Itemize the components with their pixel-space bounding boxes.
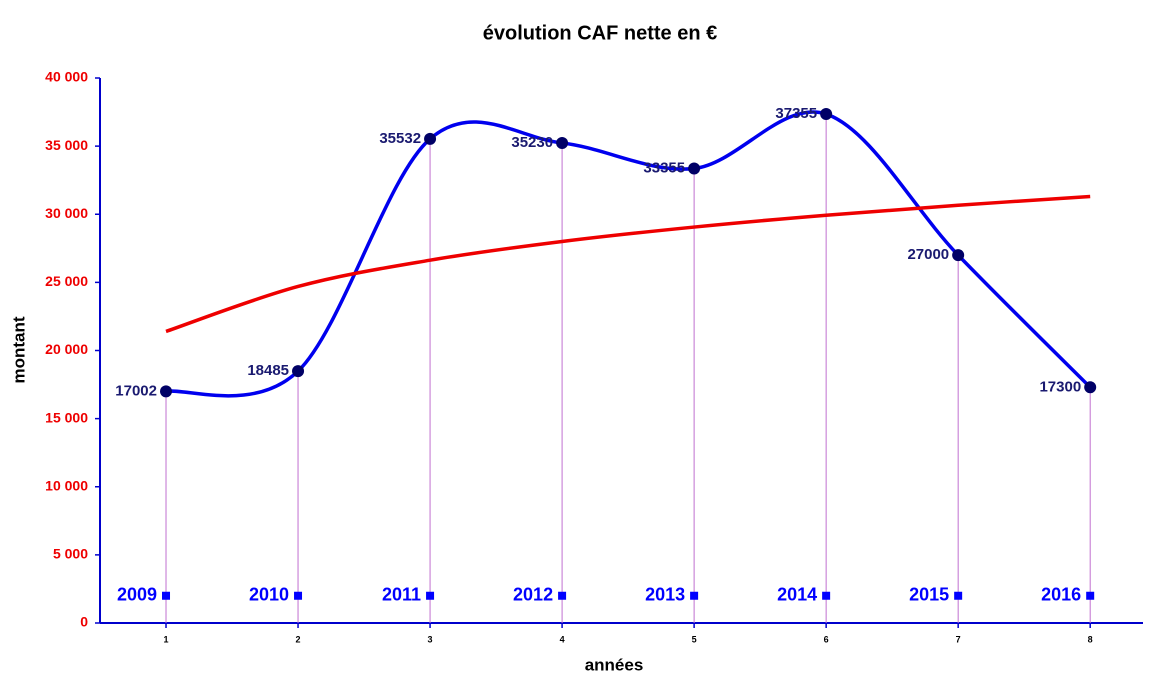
point	[820, 108, 833, 121]
data-label: 27000	[907, 246, 949, 263]
point	[424, 132, 437, 145]
data-label: 33355	[643, 160, 685, 177]
point	[690, 591, 699, 600]
point	[160, 385, 173, 398]
x-tick-label: 8	[1088, 634, 1093, 644]
series-line	[165, 110, 1092, 398]
y-tick-label: 15 000	[45, 409, 88, 425]
x-tick-label: 4	[560, 634, 565, 644]
point-label: 2015	[909, 585, 949, 605]
point	[558, 591, 567, 600]
data-label: 35532	[379, 130, 421, 147]
point-label: 2011	[382, 585, 421, 605]
point	[292, 365, 305, 378]
x-tick-label: 2	[296, 634, 301, 644]
point-label: 2013	[645, 585, 685, 605]
x-tick-label: 7	[956, 634, 961, 644]
data-label: 18485	[247, 362, 289, 379]
data-label: 37355	[775, 105, 817, 122]
x-axis-label: années	[585, 655, 644, 674]
point	[426, 591, 435, 600]
y-tick-label: 25 000	[45, 273, 88, 289]
y-tick-label: 20 000	[45, 341, 88, 357]
point	[162, 591, 171, 600]
y-tick-label: 40 000	[45, 69, 88, 85]
series-line	[165, 194, 1091, 334]
y-tick-label: 5 000	[53, 546, 88, 562]
data-label: 17002	[115, 382, 157, 399]
y-axis-label: montant	[9, 316, 28, 383]
x-tick-label: 6	[824, 634, 829, 644]
point	[954, 591, 963, 600]
point	[556, 136, 569, 149]
point	[1086, 591, 1095, 600]
data-label: 35230	[511, 134, 553, 151]
point	[688, 162, 701, 175]
x-tick-label: 3	[428, 634, 433, 644]
y-tick-label: 10 000	[45, 477, 88, 493]
point	[294, 591, 303, 600]
x-tick-label: 1	[164, 634, 169, 644]
y-tick-label: 0	[80, 614, 88, 630]
data-label: 17300	[1039, 378, 1081, 395]
point-label: 2014	[777, 585, 817, 605]
point-label: 2010	[249, 585, 289, 605]
point-label: 2012	[513, 585, 553, 605]
chart-title: évolution CAF nette en €	[483, 22, 717, 44]
point-label: 2009	[117, 585, 157, 605]
point	[952, 249, 965, 262]
point	[822, 591, 831, 600]
y-tick-label: 35 000	[45, 137, 88, 153]
point	[1084, 381, 1097, 394]
x-tick-label: 5	[692, 634, 697, 644]
y-tick-label: 30 000	[45, 205, 88, 221]
point-label: 2016	[1041, 585, 1081, 605]
